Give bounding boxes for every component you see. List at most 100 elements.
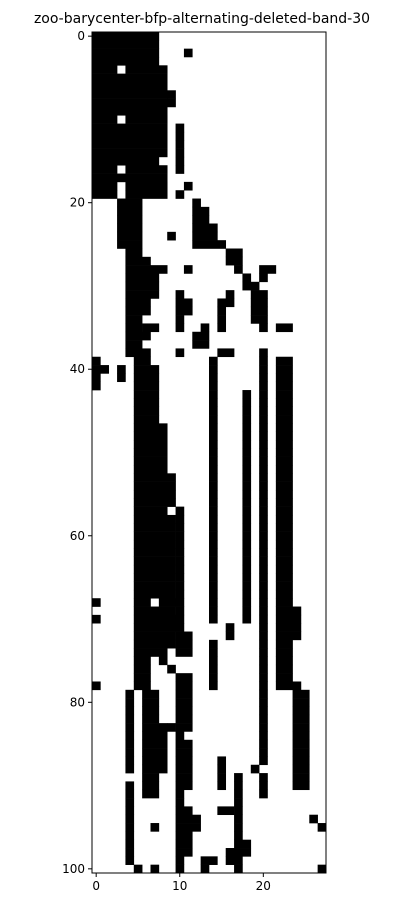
heatmap-cell-row-68-col-18-to-18 (242, 598, 252, 607)
heatmap-cell-row-26-col-16-to-17 (225, 248, 243, 258)
heatmap-cell-row-63-col-22-to-23 (275, 556, 293, 566)
heatmap-cell-row-72-col-5-to-9 (133, 631, 176, 641)
heatmap-cell-row-75-col-14-to-14 (209, 656, 218, 666)
heatmap-cell-row-47-col-14-to-14 (209, 423, 218, 432)
heatmap-cell-row-16-col-4-to-8 (125, 165, 168, 174)
heatmap-cell-row-57-col-20-to-20 (259, 506, 268, 516)
heatmap-cell-row-37-col-4-to-5 (125, 340, 143, 349)
heatmap-cell-row-15-col-10-to-10 (175, 156, 185, 166)
heatmap-cell-row-87-col-4-to-4 (125, 756, 135, 766)
heatmap-cell-row-91-col-20-to-20 (259, 789, 268, 799)
heatmap-cell-row-88-col-6-to-8 (142, 764, 168, 774)
heatmap-cell-row-78-col-0-to-0 (92, 681, 101, 691)
heatmap-cell-row-78-col-10-to-11 (175, 681, 193, 691)
heatmap-cell-row-52-col-20-to-20 (259, 464, 268, 474)
heatmap-cell-row-31-col-16-to-16 (225, 290, 235, 299)
heatmap-cell-row-87-col-15-to-15 (217, 756, 227, 766)
heatmap-cell-row-67-col-22-to-23 (275, 589, 293, 599)
heatmap-cell-row-40-col-14-to-14 (209, 365, 218, 374)
heatmap-cell-row-80-col-20-to-20 (259, 698, 268, 707)
heatmap-cell-row-57-col-22-to-23 (275, 506, 293, 516)
heatmap-cell-row-88-col-19-to-19 (250, 764, 260, 774)
heatmap-cell-row-88-col-4-to-4 (125, 764, 135, 774)
heatmap-cell-row-89-col-10-to-11 (175, 773, 193, 782)
heatmap-cell-row-50-col-14-to-14 (209, 448, 218, 457)
x-axis: 0 10 20 (92, 873, 271, 893)
heatmap-cell-row-56-col-18-to-18 (242, 498, 252, 507)
heatmap-cell-row-63-col-18-to-18 (242, 556, 252, 566)
heatmap-cell-row-25-col-12-to-15 (192, 240, 227, 249)
heatmap-cell-row-43-col-5-to-7 (133, 390, 160, 399)
heatmap-cell-row-24-col-12-to-14 (192, 231, 218, 241)
heatmap-cell-row-43-col-22-to-23 (275, 390, 293, 399)
heatmap-cell-row-68-col-8-to-10 (158, 598, 185, 607)
heatmap-cell-row-78-col-22-to-24 (275, 681, 302, 691)
heatmap-cell-row-12-col-0-to-8 (92, 131, 168, 141)
heatmap-cell-row-83-col-10-to-11 (175, 723, 193, 732)
heatmap-cell-row-19-col-10-to-10 (175, 190, 185, 199)
heatmap-cell-row-83-col-9-to-9 (167, 723, 176, 732)
heatmap-cell-row-72-col-20-to-20 (259, 631, 268, 641)
heatmap-cell-row-15-col-0-to-7 (92, 156, 160, 166)
heatmap-cell-row-59-col-10-to-10 (175, 523, 185, 532)
heatmap-cell-row-76-col-22-to-23 (275, 664, 293, 674)
heatmap-cell-row-57-col-18-to-18 (242, 506, 252, 516)
heatmap-cell-row-18-col-4-to-8 (125, 181, 168, 191)
heatmap-cell-row-97-col-10-to-11 (175, 839, 193, 849)
heatmap-cell-row-66-col-18-to-18 (242, 581, 252, 591)
heatmap-cell-row-86-col-10-to-11 (175, 748, 193, 757)
heatmap-cell-row-84-col-4-to-4 (125, 731, 135, 741)
heatmap-cell-row-70-col-20-to-20 (259, 614, 268, 624)
heatmap-cell-row-42-col-5-to-7 (133, 381, 160, 391)
heatmap-cell-row-60-col-10-to-10 (175, 531, 185, 541)
heatmap-cell-row-64-col-22-to-23 (275, 564, 293, 574)
heatmap-cell-row-61-col-20-to-20 (259, 539, 268, 549)
heatmap-cell-row-4-col-0-to-2 (92, 65, 118, 74)
heatmap-cell-row-23-col-12-to-14 (192, 223, 218, 233)
heatmap-cell-row-98-col-10-to-11 (175, 848, 193, 857)
heatmap-cell-row-90-col-4-to-4 (125, 781, 135, 791)
heatmap-cell-row-60-col-5-to-9 (133, 531, 176, 541)
heatmap-cell-row-65-col-5-to-9 (133, 573, 176, 582)
heatmap-cell-row-7-col-9-to-9 (167, 90, 176, 99)
heatmap-cell-row-64-col-20-to-20 (259, 564, 268, 574)
heatmap-cell-row-51-col-18-to-18 (242, 456, 252, 466)
heatmap-cell-row-45-col-20-to-20 (259, 406, 268, 416)
heatmap-cell-row-5-col-0-to-8 (92, 73, 168, 83)
heatmap-cell-row-82-col-24-to-25 (292, 714, 310, 724)
heatmap-cell-row-41-col-14-to-14 (209, 373, 218, 383)
heatmap-cell-row-60-col-18-to-18 (242, 531, 252, 541)
heatmap-cell-row-41-col-0-to-0 (92, 373, 101, 383)
heatmap-cell-row-52-col-18-to-18 (242, 464, 252, 474)
heatmap-cell-row-56-col-22-to-23 (275, 498, 293, 507)
heatmap-cell-row-36-col-4-to-6 (125, 331, 151, 341)
heatmap-cell-row-96-col-17-to-17 (234, 831, 243, 840)
heatmap-cell-row-26-col-4-to-5 (125, 248, 143, 258)
heatmap-cell-row-43-col-18-to-18 (242, 390, 252, 399)
heatmap-cell-row-27-col-16-to-17 (225, 256, 243, 266)
heatmap-cell-row-59-col-14-to-14 (209, 523, 218, 532)
heatmap-cell-row-89-col-20-to-20 (259, 773, 268, 782)
heatmap-cell-row-14-col-10-to-10 (175, 148, 185, 158)
heatmap-cell-row-51-col-5-to-8 (133, 456, 168, 466)
heatmap-cell-row-17-col-0-to-8 (92, 173, 168, 183)
heatmap-cell-row-18-col-11-to-11 (183, 181, 193, 191)
heatmap-cell-row-85-col-10-to-11 (175, 739, 193, 749)
heatmap-cell-row-63-col-14-to-14 (209, 556, 218, 566)
heatmap-cell-row-100-col-10-to-10 (175, 864, 185, 874)
heatmap-cell-row-64-col-10-to-10 (175, 564, 185, 574)
heatmap-cell-row-20-col-3-to-5 (117, 198, 143, 208)
heatmap-cell-row-61-col-14-to-14 (209, 539, 218, 549)
heatmap-cell-row-78-col-20-to-20 (259, 681, 268, 691)
heatmap-cell-row-83-col-4-to-4 (125, 723, 135, 732)
heatmap-cell-row-62-col-20-to-20 (259, 548, 268, 557)
heatmap-cell-row-60-col-14-to-14 (209, 531, 218, 541)
heatmap-cell-row-80-col-4-to-4 (125, 698, 135, 707)
heatmap-cell-row-22-col-3-to-5 (117, 215, 143, 224)
heatmap-cell-row-0-col-0-to-7 (92, 32, 160, 41)
heatmap-cell-row-12-col-10-to-10 (175, 131, 185, 141)
heatmap-cell-row-77-col-5-to-6 (133, 673, 151, 682)
heatmap-cell-row-45-col-18-to-18 (242, 406, 252, 416)
heatmap-cell-row-53-col-20-to-20 (259, 473, 268, 482)
heatmap-cell-row-81-col-6-to-7 (142, 706, 160, 716)
